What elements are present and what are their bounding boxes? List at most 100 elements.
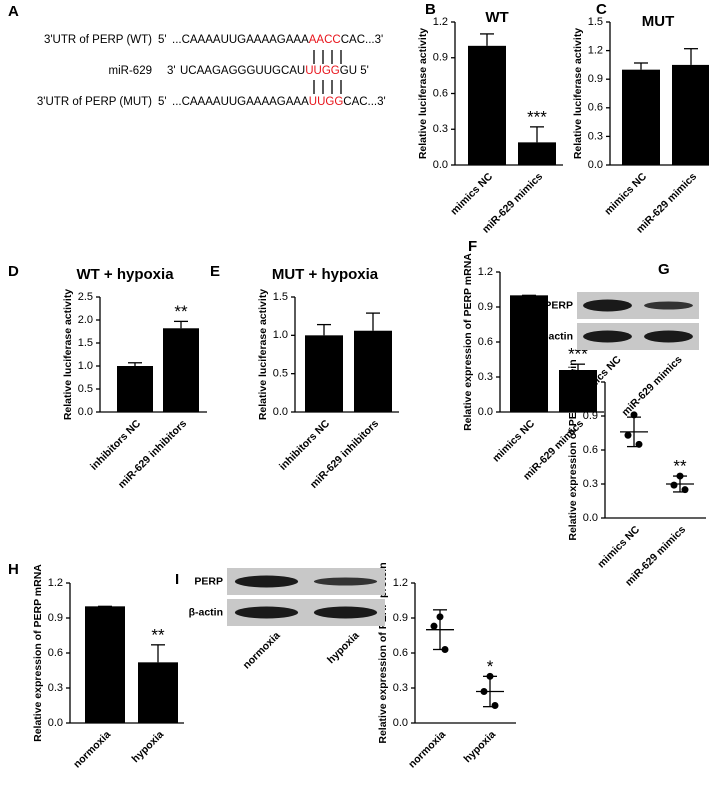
significance: *** xyxy=(527,107,547,126)
y-tick-label: 0.0 xyxy=(48,717,63,729)
y-tick-label: 1.2 xyxy=(393,577,408,589)
x-tick-label: mimics NC xyxy=(595,523,642,570)
data-point xyxy=(486,672,494,680)
blot-row-label: PERP xyxy=(544,299,573,311)
blot-row-label: β-actin xyxy=(189,606,223,618)
y-tick-label: 2.0 xyxy=(78,314,93,326)
chart-title: MUT + hypoxia xyxy=(272,266,379,283)
y-tick-label: 1.5 xyxy=(273,291,288,303)
blot-lane-label: normoxia xyxy=(241,629,283,671)
bar xyxy=(518,142,556,165)
y-tick-label: 0.6 xyxy=(48,647,63,659)
y-tick-label: 0.3 xyxy=(588,130,603,142)
sequence-part: AACC xyxy=(309,34,341,46)
bar xyxy=(559,370,597,412)
y-axis-label: Relative luciferase activity xyxy=(572,28,584,159)
chart-title: MUT xyxy=(642,13,675,30)
data-point xyxy=(441,646,449,653)
bar xyxy=(622,69,660,165)
sequence-part: GU 5' xyxy=(340,65,369,77)
data-point xyxy=(676,472,684,480)
significance: * xyxy=(487,657,494,676)
y-axis-label: Relative luciferase activity xyxy=(257,289,269,420)
x-tick-label: hypoxia xyxy=(462,728,499,765)
y-tick-label: 0.0 xyxy=(273,406,288,418)
y-tick-label: 0.3 xyxy=(583,478,598,490)
y-tick-label: 0.6 xyxy=(393,647,408,659)
y-tick-label: 1.2 xyxy=(588,45,603,57)
y-tick-label: 0.0 xyxy=(478,406,493,418)
blot-band xyxy=(313,606,378,619)
pairing-lines xyxy=(313,50,342,94)
chart-title: WT xyxy=(485,9,508,26)
sequence-part: ...CAAAAUUGAAAAGAAA xyxy=(172,96,309,108)
bar xyxy=(117,366,153,412)
blot-band xyxy=(644,330,693,343)
data-point xyxy=(670,481,678,489)
x-tick-label: mimics NC xyxy=(490,417,537,464)
sequence: UCAAGAGGGUUGCAUUUGGGU 5' xyxy=(180,65,369,77)
blot-band xyxy=(234,575,299,588)
sequence-label: miR-629 xyxy=(109,65,152,77)
blot-band xyxy=(234,606,299,619)
y-tick-label: 0.9 xyxy=(48,612,63,624)
significance: ** xyxy=(673,457,687,476)
panel-letter: I xyxy=(175,571,179,588)
y-tick-label: 1.5 xyxy=(588,16,603,28)
panel-letter: E xyxy=(210,263,220,280)
y-tick-label: 1.0 xyxy=(273,329,288,341)
y-tick-label: 0.6 xyxy=(478,336,493,348)
sequence-part: UUGG xyxy=(305,65,340,77)
y-tick-label: 1.2 xyxy=(478,266,493,278)
bar xyxy=(510,295,548,412)
bar xyxy=(672,64,709,165)
blot-lane-label: miR-629 mimics xyxy=(620,353,685,418)
y-tick-label: 1.0 xyxy=(78,360,93,372)
y-tick-label: 1.2 xyxy=(48,577,63,589)
x-tick-label: mimics NC xyxy=(602,170,649,217)
y-tick-label: 0.3 xyxy=(478,371,493,383)
blot-band xyxy=(313,577,378,586)
y-tick-label: 0.3 xyxy=(433,123,448,135)
y-tick-label: 0.0 xyxy=(78,406,93,418)
y-tick-label: 0.9 xyxy=(393,612,408,624)
y-axis-label: Relative luciferase activity xyxy=(62,289,74,420)
data-point xyxy=(436,613,444,621)
panel-letter: A xyxy=(8,3,19,20)
blot-row-label: β-actin xyxy=(539,330,573,342)
sequence: ...CAAAAUUGAAAAGAAAAACCCAC...3' xyxy=(172,34,383,46)
sequence-part: UUGG xyxy=(309,96,344,108)
y-axis-label: Relative expression of PERP protein xyxy=(567,359,579,540)
data-point xyxy=(480,688,488,695)
y-tick-label: 1.5 xyxy=(78,337,93,349)
y-tick-label: 1.2 xyxy=(433,16,448,28)
prime-end: 5' xyxy=(158,96,167,108)
y-tick-label: 0.6 xyxy=(583,444,598,456)
x-tick-label: hypoxia xyxy=(130,728,167,765)
y-tick-label: 0.0 xyxy=(393,717,408,729)
panel-letter: F xyxy=(468,238,477,255)
panel-letter: G xyxy=(658,261,670,278)
bar xyxy=(163,328,199,412)
y-tick-label: 0.9 xyxy=(583,410,598,422)
y-axis-label: Relative expression of PERP mRNA xyxy=(32,564,44,742)
data-point xyxy=(430,622,438,630)
x-tick-label: inhibitors NC xyxy=(277,417,332,472)
sequence: ...CAAAAUUGAAAAGAAAUUGGCAC...3' xyxy=(172,96,386,108)
y-tick-label: 0.5 xyxy=(273,368,288,380)
data-point xyxy=(491,702,499,709)
panel-letter: B xyxy=(425,1,436,18)
y-tick-label: 2.5 xyxy=(78,291,93,303)
y-tick-label: 0.3 xyxy=(48,682,63,694)
y-axis-label: Relative expression of PERP mRNA xyxy=(462,253,474,431)
y-tick-label: 0.0 xyxy=(433,159,448,171)
sequence-label: 3'UTR of PERP (WT) xyxy=(44,34,152,46)
y-tick-label: 0.3 xyxy=(393,682,408,694)
data-point xyxy=(630,411,638,419)
sequence-part: CAC...3' xyxy=(343,96,385,108)
significance: ** xyxy=(174,302,188,321)
y-tick-label: 0.6 xyxy=(588,102,603,114)
y-tick-label: 1.2 xyxy=(583,376,598,388)
sequence-part: UCAAGAGGGUUGCAU xyxy=(180,65,305,77)
